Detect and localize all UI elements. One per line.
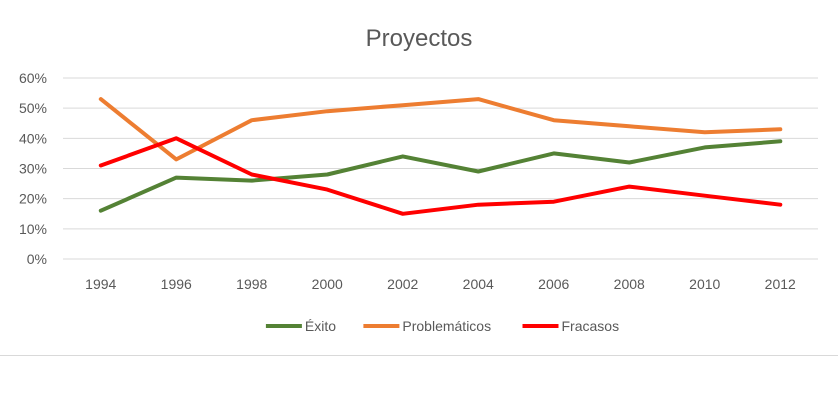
x-tick-label: 2008 xyxy=(614,276,645,292)
x-tick-label: 2004 xyxy=(463,276,494,292)
x-tick-label: 1994 xyxy=(85,276,116,292)
y-tick-label: 20% xyxy=(19,191,47,207)
series-3 xyxy=(98,136,783,216)
chart-title: Proyectos xyxy=(366,25,473,52)
x-axis-tick-labels: 1994 1996 1998 2000 2002 2004 2006 2008 2010 2012 xyxy=(85,276,796,292)
gridlines xyxy=(63,77,818,260)
legend-label: Fracasos xyxy=(562,318,620,334)
y-tick-label: 40% xyxy=(19,130,47,146)
chart-container: Proyectos 0% 10% 20% 30% 40% 50% 60% 1994 1996 1… xyxy=(0,25,838,356)
y-tick-label: 60% xyxy=(19,70,47,86)
series-lines xyxy=(98,97,783,216)
x-tick-label: 2002 xyxy=(387,276,418,292)
y-tick-label: 50% xyxy=(19,100,47,116)
legend-item: Éxito xyxy=(265,318,336,334)
y-tick-label: 30% xyxy=(19,161,47,177)
series-line xyxy=(98,139,783,213)
x-tick-label: 2000 xyxy=(312,276,343,292)
series-2 xyxy=(98,97,783,162)
legend-item: Problemáticos xyxy=(363,318,491,334)
legend-label: Éxito xyxy=(305,318,336,334)
y-tick-label: 0% xyxy=(27,251,47,267)
y-tick-label: 10% xyxy=(19,221,47,237)
series-line xyxy=(98,136,783,216)
y-axis-tick-labels: 0% 10% 20% 30% 40% 50% 60% xyxy=(19,70,47,267)
x-tick-label: 1998 xyxy=(236,276,267,292)
x-tick-label: 2010 xyxy=(689,276,720,292)
x-tick-label: 1996 xyxy=(161,276,192,292)
series-1 xyxy=(98,139,783,213)
legend-item: Fracasos xyxy=(522,318,620,334)
legend-label: Problemáticos xyxy=(402,318,491,334)
line-chart: Proyectos 0%10%20%30%40%50%60% 1994 1996 1… xyxy=(19,25,818,334)
x-tick-label: 2006 xyxy=(538,276,569,292)
x-tick-label: 2012 xyxy=(765,276,796,292)
legend: Éxito Problemáticos Fracasos xyxy=(265,318,620,334)
series-line xyxy=(98,97,783,162)
